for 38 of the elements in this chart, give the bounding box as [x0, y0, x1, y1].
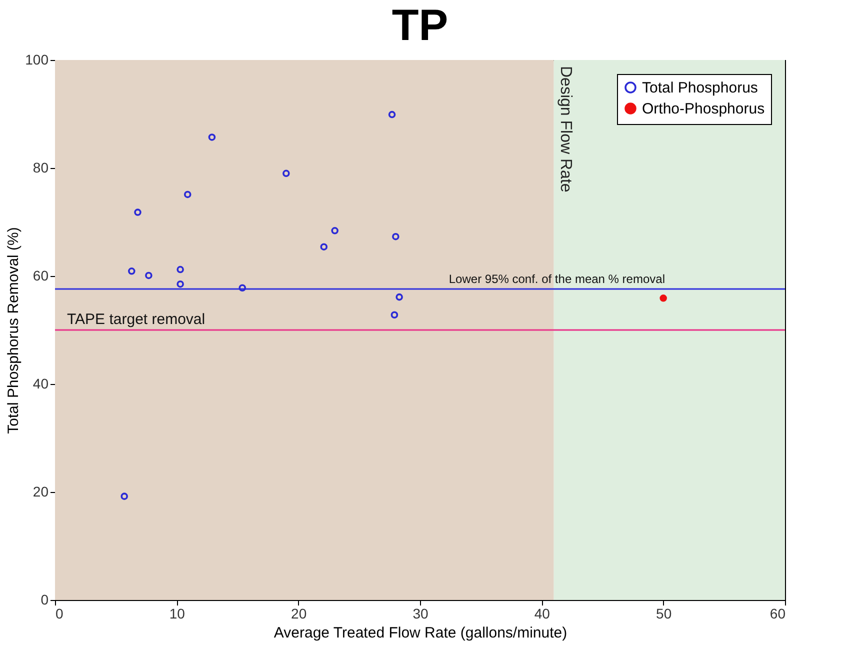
- chart-title: TP: [392, 1, 448, 50]
- y-tick-label: 100: [25, 52, 49, 68]
- ref-line-label: Lower 95% conf. of the mean % removal: [448, 272, 665, 286]
- x-axis-title: Average Treated Flow Rate (gallons/minute): [274, 624, 568, 642]
- point: [392, 232, 400, 240]
- point: [120, 492, 128, 500]
- x-tick-label: 40: [534, 606, 550, 622]
- point: [184, 190, 192, 198]
- y-tick-label: 60: [32, 268, 49, 284]
- point: [134, 208, 142, 216]
- legend-label: Total Phosphorus: [642, 80, 758, 96]
- y-axis-title: Total Phosphorus Removal (%): [5, 227, 22, 434]
- point: [176, 266, 184, 274]
- x-tick-label: 30: [412, 606, 428, 622]
- legend-label: Ortho-Phosphorus: [642, 100, 765, 118]
- x-tick-label: 50: [656, 606, 672, 622]
- band-label: Design Flow Rate: [556, 66, 574, 192]
- point: [128, 268, 136, 275]
- point: [396, 293, 403, 301]
- y-tick-label: 40: [32, 376, 49, 392]
- x-tick-label: 60: [770, 606, 786, 622]
- point: [390, 311, 398, 319]
- x-tick-label: 0: [56, 606, 64, 622]
- point: [176, 280, 184, 288]
- point: [238, 284, 246, 292]
- ref-line-label: TAPE target removal: [67, 311, 206, 328]
- x-tick-label: 10: [169, 606, 186, 622]
- point: [388, 110, 396, 118]
- y-tick-label: 20: [32, 484, 49, 500]
- point: [331, 227, 338, 234]
- y-tick-label: 0: [40, 592, 49, 608]
- point: [208, 134, 216, 141]
- point: [320, 243, 328, 250]
- y-tick-label: 80: [32, 160, 49, 176]
- point: [660, 294, 667, 302]
- point: [145, 272, 152, 280]
- point: [282, 170, 290, 178]
- x-tick-label: 20: [291, 606, 307, 622]
